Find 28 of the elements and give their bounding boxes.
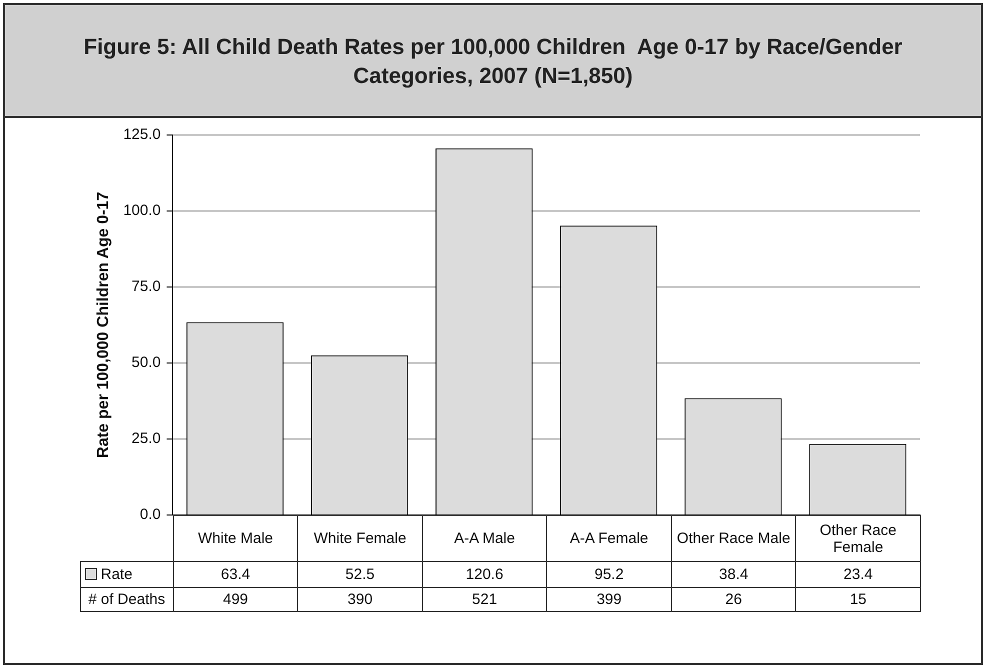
y-tick-label: 125.0 xyxy=(123,126,161,144)
x-tick-label: Other Race Male xyxy=(671,516,796,562)
y-tick-label: 25.0 xyxy=(132,430,161,448)
y-axis-title: Rate per 100,000 Children Age 0-17 xyxy=(95,192,112,458)
x-tick-label: A-A Female xyxy=(546,516,672,562)
x-tick-label: A-A Male xyxy=(422,516,547,562)
data-label: 95.2 xyxy=(546,562,672,588)
text: 26 xyxy=(671,588,796,612)
y-tick-label: 0.0 xyxy=(140,506,161,524)
text: 390 xyxy=(298,588,422,612)
text: # of Deaths xyxy=(80,588,174,612)
text: 15 xyxy=(796,588,920,612)
data-label: 52.5 xyxy=(298,562,422,588)
y-tick-label: 50.0 xyxy=(132,354,161,372)
x-tick-label: Other Race Female xyxy=(796,516,920,562)
y-tick-label: 100.0 xyxy=(123,202,161,220)
x-tick-label: White Female xyxy=(298,516,422,562)
text: 521 xyxy=(422,588,547,612)
y-tick-label: 75.0 xyxy=(132,278,161,296)
chart-title: Figure 5: All Child Death Rates per 100,000 Children Age 0-17 by Race/Gender Categories, 2007 (N=1,850) xyxy=(5,5,981,118)
data-label: 38.4 xyxy=(671,562,796,588)
text: 499 xyxy=(173,588,298,612)
x-tick-label: White Male xyxy=(173,516,298,562)
text: 399 xyxy=(546,588,672,612)
legend-label: Rate xyxy=(80,562,174,588)
data-label: 120.6 xyxy=(422,562,547,588)
data-label: 23.4 xyxy=(796,562,920,588)
data-label: 63.4 xyxy=(173,562,298,588)
